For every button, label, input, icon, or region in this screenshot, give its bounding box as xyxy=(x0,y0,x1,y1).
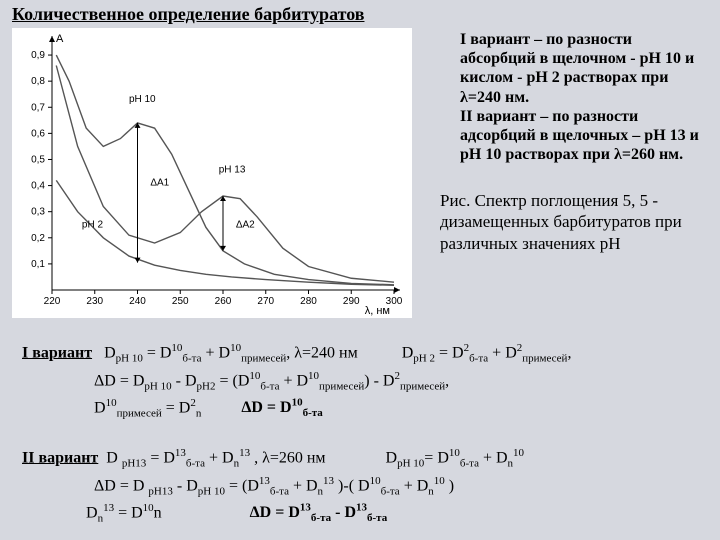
svg-text:0,5: 0,5 xyxy=(31,154,45,165)
equations-variant-1: I вариант DpH 10 = D10б-та + D10примесей… xyxy=(22,340,712,423)
svg-text:0,1: 0,1 xyxy=(31,259,45,270)
svg-text:230: 230 xyxy=(86,296,103,307)
svg-text:0,2: 0,2 xyxy=(31,233,45,244)
svg-text:ΔA2: ΔA2 xyxy=(236,219,255,230)
svg-text:ΔA1: ΔA1 xyxy=(150,178,169,189)
variant-2-label: II вариант xyxy=(22,449,98,466)
svg-text:290: 290 xyxy=(343,296,360,307)
page-title: Количественное определение барбитуратов xyxy=(12,4,364,25)
spectrum-chart: 2202302402502602702802903000,10,20,30,40… xyxy=(12,28,412,318)
svg-text:270: 270 xyxy=(257,296,274,307)
svg-text:pH 13: pH 13 xyxy=(219,165,246,176)
lambda-1: λ=240 нм xyxy=(294,344,357,361)
svg-text:pH 10: pH 10 xyxy=(129,94,156,105)
svg-text:A: A xyxy=(56,33,64,45)
equations-variant-2: II вариант D pH13 = D13б-та + Dn13 , λ=2… xyxy=(22,445,712,528)
svg-text:λ, нм: λ, нм xyxy=(365,305,390,317)
svg-text:0,6: 0,6 xyxy=(31,128,45,139)
svg-text:240: 240 xyxy=(129,296,146,307)
svg-text:0,9: 0,9 xyxy=(31,50,45,61)
svg-text:pH 2: pH 2 xyxy=(82,219,104,230)
variant-1-text: I вариант – по разности абсорбций в щело… xyxy=(460,31,694,106)
svg-text:0,4: 0,4 xyxy=(31,181,45,192)
variants-description: I вариант – по разности абсорбций в щело… xyxy=(460,30,708,164)
lambda-2: λ=260 нм xyxy=(262,449,325,466)
svg-text:250: 250 xyxy=(172,296,189,307)
variant-1-label: I вариант xyxy=(22,344,92,361)
figure-caption: Рис. Спектр поглощения 5, 5 - дизамещенн… xyxy=(440,190,710,254)
svg-text:0,8: 0,8 xyxy=(31,76,45,87)
svg-text:260: 260 xyxy=(215,296,232,307)
svg-text:280: 280 xyxy=(300,296,317,307)
svg-text:0,7: 0,7 xyxy=(31,102,45,113)
variant-2-text: II вариант – по разности адсорбций в щел… xyxy=(460,108,699,163)
svg-text:0,3: 0,3 xyxy=(31,207,45,218)
svg-text:220: 220 xyxy=(44,296,61,307)
